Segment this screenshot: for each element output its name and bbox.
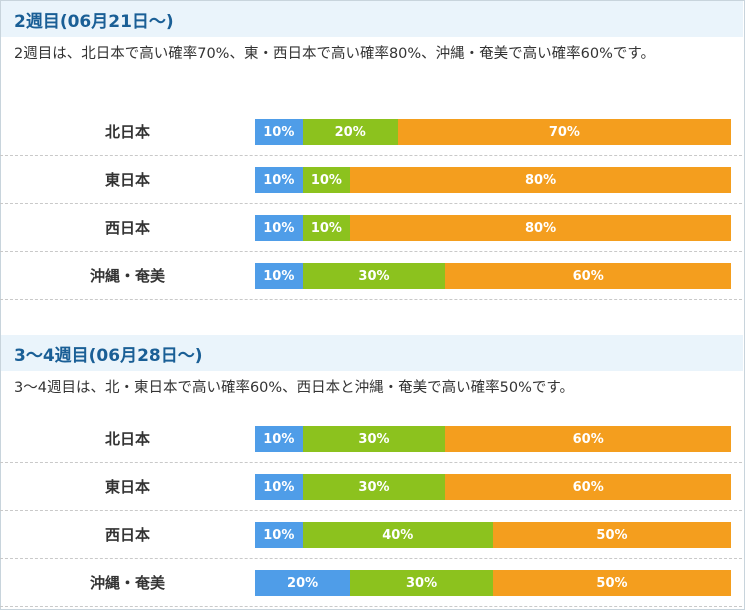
high-probability-segment: 80% [350, 215, 731, 241]
low-probability-segment: 10% [255, 474, 303, 500]
probability-bar: 20% 30% 50% [255, 570, 731, 596]
normal-probability-segment: 40% [302, 522, 493, 548]
region-row: 北日本 10% 30% 60% [0, 415, 742, 463]
low-probability-segment: 10% [255, 426, 303, 452]
normal-probability-segment: 10% [302, 167, 351, 193]
high-probability-segment: 60% [445, 474, 731, 500]
region-row: 沖縄・奄美 20% 30% 50% [0, 559, 742, 607]
low-probability-segment: 10% [255, 263, 303, 289]
week2-section: 2週目(06月21日～) 2週目は、北日本で高い確率70%、東・西日本で高い確率… [1, 1, 743, 67]
region-row: 東日本 10% 30% 60% [0, 463, 742, 511]
probability-bar: 10% 30% 60% [255, 263, 731, 289]
normal-probability-segment: 30% [302, 474, 446, 500]
probability-bar: 10% 10% 80% [255, 215, 731, 241]
region-row: 西日本 10% 10% 80% [0, 204, 742, 252]
region-name: 西日本 [104, 219, 150, 237]
normal-probability-segment: 20% [302, 119, 398, 145]
region-name: 西日本 [104, 526, 150, 544]
normal-probability-segment: 30% [302, 426, 446, 452]
high-probability-segment: 50% [492, 522, 731, 548]
normal-probability-segment: 30% [350, 570, 493, 596]
low-probability-segment: 20% [255, 570, 351, 596]
normal-probability-segment: 10% [302, 215, 351, 241]
week3-4-rows: 北日本 10% 30% 60% 東日本 10% 30% 60% 西日本 10% … [0, 415, 742, 607]
week2-rows: 北日本 10% 20% 70% 東日本 10% 10% 80% 西日本 10% … [0, 108, 742, 300]
low-probability-segment: 10% [255, 215, 303, 241]
region-name: 東日本 [104, 478, 150, 496]
region-name: 沖縄・奄美 [89, 267, 165, 285]
section-description: 2週目は、北日本で高い確率70%、東・西日本で高い確率80%、沖縄・奄美で高い確… [14, 46, 655, 62]
region-name: 沖縄・奄美 [89, 574, 165, 592]
probability-bar: 10% 30% 60% [255, 426, 731, 452]
normal-probability-segment: 30% [302, 263, 446, 289]
probability-bar: 10% 20% 70% [255, 119, 731, 145]
section-description: 3～4週目は、北・東日本で高い確率60%、西日本と沖縄・奄美で高い確率50%です… [14, 380, 574, 396]
section-title: 3～4週目(06月28日～) [1, 335, 743, 371]
probability-bar: 10% 10% 80% [255, 167, 731, 193]
region-row: 東日本 10% 10% 80% [0, 156, 742, 204]
region-row: 西日本 10% 40% 50% [0, 511, 742, 559]
region-row: 沖縄・奄美 10% 30% 60% [0, 252, 742, 300]
high-probability-segment: 50% [492, 570, 731, 596]
high-probability-segment: 80% [350, 167, 731, 193]
high-probability-segment: 60% [445, 426, 731, 452]
region-row: 北日本 10% 20% 70% [0, 108, 742, 156]
probability-bar: 10% 40% 50% [255, 522, 731, 548]
region-name: 東日本 [104, 171, 150, 189]
high-probability-segment: 70% [397, 119, 731, 145]
week3-4-section: 3～4週目(06月28日～) 3～4週目は、北・東日本で高い確率60%、西日本と… [1, 335, 743, 401]
low-probability-segment: 10% [255, 167, 303, 193]
section-title: 2週目(06月21日～) [1, 1, 743, 37]
low-probability-segment: 10% [255, 522, 303, 548]
region-name: 北日本 [104, 430, 150, 448]
high-probability-segment: 60% [445, 263, 731, 289]
region-name: 北日本 [104, 123, 150, 141]
low-probability-segment: 10% [255, 119, 303, 145]
probability-bar: 10% 30% 60% [255, 474, 731, 500]
